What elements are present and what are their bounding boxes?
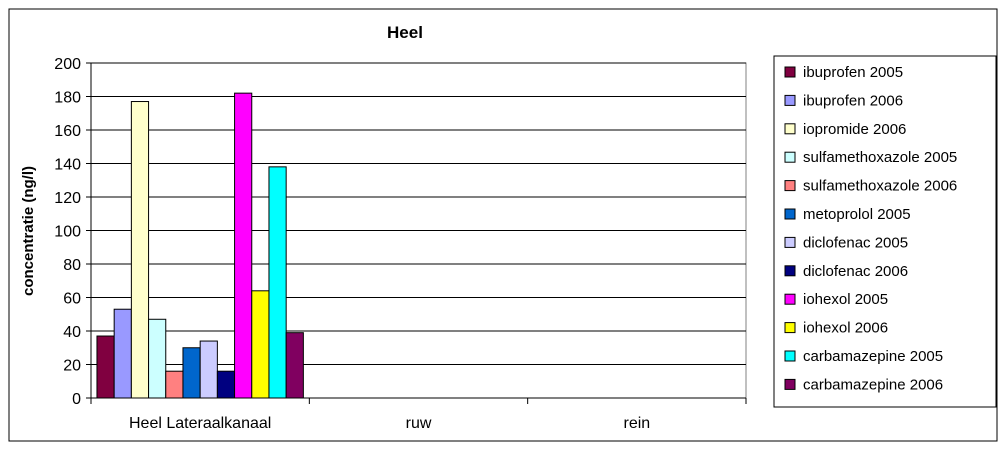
bars <box>96 92 304 399</box>
legend-swatch <box>784 350 796 362</box>
bar <box>285 332 304 399</box>
legend-swatch <box>784 66 796 78</box>
legend-box <box>773 55 997 408</box>
y-tick-label: 160 <box>54 123 81 140</box>
bar <box>113 308 132 399</box>
y-tick-label: 120 <box>54 190 81 207</box>
y-tick-label: 100 <box>54 224 81 241</box>
y-tick-labels: 0 20 40 60 80 100 120 140 160 180 200 <box>54 56 91 408</box>
y-tick-label: 60 <box>63 291 81 308</box>
legend-label: sulfamethoxazole 2005 <box>803 149 957 166</box>
legend-swatch <box>784 151 796 163</box>
legend-label: diclofenac 2005 <box>803 234 908 251</box>
bar <box>199 340 218 399</box>
y-tick-label: 200 <box>54 56 81 73</box>
legend-label: iopromide 2006 <box>803 121 906 138</box>
bar <box>251 290 270 399</box>
legend-swatch <box>784 378 796 390</box>
bar <box>268 166 287 399</box>
x-tick-label: rein <box>623 415 650 432</box>
y-tick-label: 180 <box>54 90 81 107</box>
legend-label: sulfamethoxazole 2006 <box>803 178 957 195</box>
bar <box>182 347 201 399</box>
y-tick-label: 40 <box>63 324 81 341</box>
legend: ibuprofen 2005 ibuprofen 2006 iopromide 20… <box>784 64 957 393</box>
legend-label: iohexol 2005 <box>803 291 888 308</box>
legend-label: ibuprofen 2006 <box>803 92 903 109</box>
legend-swatch <box>784 180 796 192</box>
legend-label: diclofenac 2006 <box>803 263 908 280</box>
legend-label: carbamazepine 2006 <box>803 376 943 393</box>
legend-label: metoprolol 2005 <box>803 206 911 223</box>
legend-swatch <box>784 123 796 135</box>
y-tick-label: 0 <box>72 391 81 408</box>
y-axis-label: concentratie (ng/l) <box>20 166 37 296</box>
legend-swatch <box>784 236 796 248</box>
x-tick-label: ruw <box>406 415 432 432</box>
legend-label: carbamazepine 2005 <box>803 348 943 365</box>
legend-label: ibuprofen 2005 <box>803 64 903 81</box>
legend-swatch <box>784 322 796 334</box>
x-tick-labels: Heel Lateraalkanaal ruw rein <box>90 398 747 432</box>
legend-swatch <box>784 208 796 220</box>
legend-label: iohexol 2006 <box>803 320 888 337</box>
bar <box>234 92 253 399</box>
bar <box>130 101 150 399</box>
gridlines <box>91 62 746 365</box>
bar <box>148 318 167 399</box>
y-tick-label: 20 <box>63 358 81 375</box>
y-tick-label: 80 <box>63 257 81 274</box>
chart-title: Heel <box>387 23 423 42</box>
y-tick-label: 140 <box>54 157 81 174</box>
legend-swatch <box>784 94 796 106</box>
bar <box>96 335 115 399</box>
legend-swatch <box>784 265 796 277</box>
bar <box>216 370 236 399</box>
bar <box>165 370 184 399</box>
x-tick-label: Heel Lateraalkanaal <box>129 415 271 432</box>
legend-swatch <box>784 293 796 305</box>
